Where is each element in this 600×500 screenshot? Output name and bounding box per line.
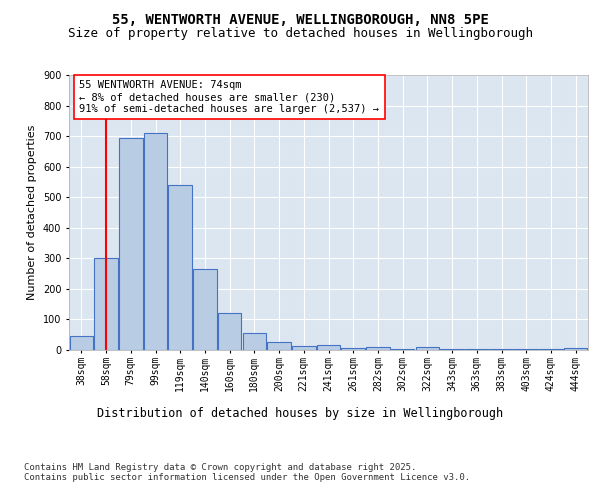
Text: 55, WENTWORTH AVENUE, WELLINGBOROUGH, NN8 5PE: 55, WENTWORTH AVENUE, WELLINGBOROUGH, NN… [112,12,488,26]
Bar [242,332,266,350]
Bar [366,347,389,350]
Bar [218,312,241,350]
Bar [514,349,538,350]
Bar [564,348,587,350]
Text: Contains HM Land Registry data © Crown copyright and database right 2025.
Contai: Contains HM Land Registry data © Crown c… [24,462,470,482]
Text: Size of property relative to detached houses in Wellingborough: Size of property relative to detached ho… [67,28,533,40]
Bar [169,185,192,350]
Bar [391,349,415,350]
Bar [416,347,439,350]
Text: Distribution of detached houses by size in Wellingborough: Distribution of detached houses by size … [97,408,503,420]
Bar [144,133,167,350]
Bar [490,349,513,350]
Bar [465,349,488,350]
Y-axis label: Number of detached properties: Number of detached properties [28,125,37,300]
Bar [94,258,118,350]
Bar [317,345,340,350]
Text: 55 WENTWORTH AVENUE: 74sqm
← 8% of detached houses are smaller (230)
91% of semi: 55 WENTWORTH AVENUE: 74sqm ← 8% of detac… [79,80,379,114]
Bar [539,349,563,350]
Bar [193,269,217,350]
Bar [292,346,316,350]
Bar [70,336,93,350]
Bar [119,138,143,350]
Bar [440,349,464,350]
Bar [341,348,365,350]
Bar [268,342,291,350]
